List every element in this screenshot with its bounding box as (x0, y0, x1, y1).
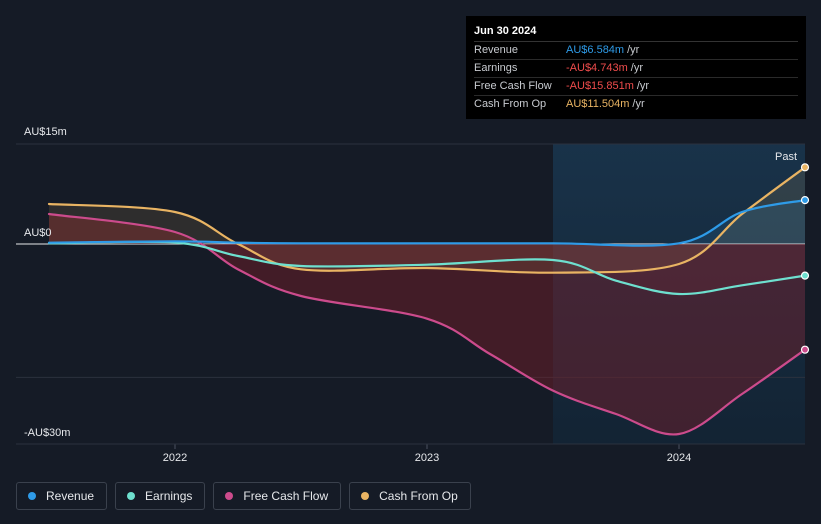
tooltip-value: -AU$4.743m (566, 62, 628, 74)
legend: Revenue Earnings Free Cash Flow Cash Fro… (16, 482, 471, 510)
tooltip-unit: /yr (632, 98, 645, 110)
y-tick-label: AU$15m (24, 126, 67, 138)
series-end-dots (800, 163, 810, 354)
legend-dot-icon (361, 492, 370, 500)
tooltip-value: AU$6.584m (566, 44, 625, 56)
past-label: Past (775, 151, 797, 163)
x-tick-label: 2024 (667, 452, 691, 464)
tooltip-label: Revenue (474, 44, 519, 56)
tooltip-value: -AU$15.851m (566, 80, 634, 92)
area-cfo (49, 167, 805, 273)
tooltip-row-free-cash-flow: Free Cash Flow -AU$15.851m /yr (474, 78, 798, 96)
tooltip-row-earnings: Earnings -AU$4.743m /yr (474, 60, 798, 78)
tooltip-unit: /yr (630, 62, 643, 74)
tooltip-date: Jun 30 2024 (474, 24, 798, 42)
tooltip-label: Earnings (474, 62, 518, 74)
tooltip-value: AU$11.504m (566, 98, 630, 110)
area-revenue (49, 200, 805, 246)
legend-item-cash-from-op[interactable]: Cash From Op (349, 482, 471, 510)
end-dot-fcf (800, 345, 810, 354)
y-tick-label: -AU$30m (24, 427, 70, 439)
tooltip-unit: /yr (627, 44, 640, 56)
legend-item-earnings[interactable]: Earnings (115, 482, 206, 510)
legend-label: Earnings (145, 489, 193, 503)
legend-item-revenue[interactable]: Revenue (16, 482, 108, 510)
legend-item-free-cash-flow[interactable]: Free Cash Flow (213, 482, 342, 510)
legend-dot-icon (28, 492, 36, 500)
tooltip: Jun 30 2024 Revenue AU$6.584m /yr Earnin… (466, 16, 806, 119)
tooltip-row-cash-from-op: Cash From Op AU$11.504m /yr (474, 96, 798, 113)
end-dot-cfo (800, 163, 810, 172)
legend-dot-icon (127, 492, 136, 500)
legend-label: Cash From Op (379, 489, 458, 503)
end-dot-earnings (800, 271, 810, 280)
end-dot-revenue (800, 196, 810, 205)
tooltip-row-revenue: Revenue AU$6.584m /yr (474, 42, 798, 60)
axis-labels: AU$15m AU$0 -AU$30m 2022 2023 2024 Past (24, 126, 797, 464)
series-lines (47, 166, 807, 436)
tooltip-label: Cash From Op (474, 98, 547, 110)
line-cfo (47, 166, 807, 274)
legend-label: Free Cash Flow (243, 489, 329, 503)
tooltip-unit: /yr (636, 80, 650, 92)
x-tick-label: 2022 (163, 452, 187, 464)
line-revenue (47, 199, 807, 247)
line-earnings (47, 240, 807, 296)
tooltip-label: Free Cash Flow (474, 80, 552, 92)
y-tick-label: AU$0 (24, 227, 52, 239)
legend-dot-icon (225, 492, 234, 500)
legend-label: Revenue (46, 489, 95, 503)
x-tick-label: 2023 (415, 452, 439, 464)
